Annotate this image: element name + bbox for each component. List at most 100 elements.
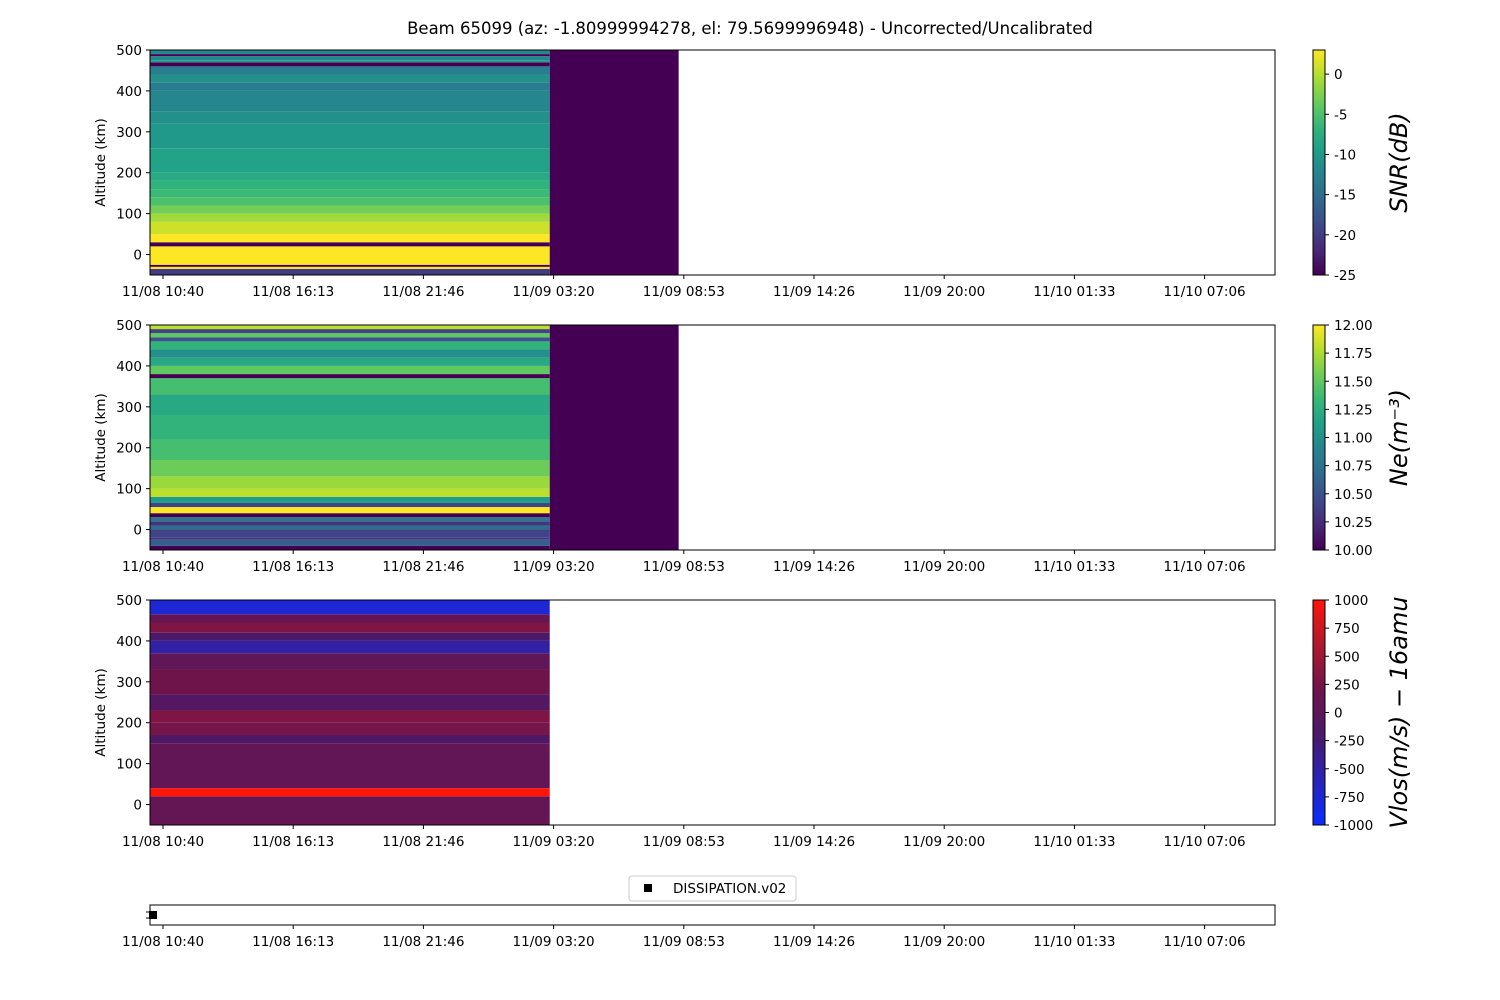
x-tick-label: 11/09 14:26 [773, 934, 855, 950]
x-tick-label: 11/08 16:13 [252, 934, 334, 950]
colorbar-tick-label: -10 [1334, 147, 1356, 163]
ne-band [150, 329, 550, 334]
dissipation-axes-frame [149, 904, 1276, 926]
snr-band [150, 82, 550, 91]
colorbar-tick-label: 11.50 [1334, 374, 1373, 390]
snr-band [150, 180, 550, 190]
vlos-colorbar [1312, 599, 1326, 826]
snr-band [150, 74, 550, 83]
x-tick-label: 11/08 10:40 [122, 559, 204, 575]
y-tick-label: 0 [133, 798, 142, 814]
y-axis-label: Altitude (km) [93, 668, 109, 757]
x-tick-label: 11/10 07:06 [1164, 834, 1246, 850]
x-tick-label: 11/10 01:33 [1033, 559, 1115, 575]
ne-band [150, 365, 550, 375]
vlos-band [150, 653, 550, 670]
legend-box [628, 875, 797, 902]
snr-band [150, 111, 550, 124]
panel-vlos: 0 100 200 300 400 500 11/08 10:40 11/08 16:13 11… [93, 593, 1413, 850]
y-tick-label: 500 [116, 318, 142, 334]
ne-band [150, 460, 550, 477]
x-tick-label: 11/09 03:20 [513, 284, 595, 300]
ne-band [150, 525, 550, 530]
x-tick-label: 11/09 20:00 [903, 559, 985, 575]
y-tick-label: 500 [116, 593, 142, 609]
colorbar-tick-label: -500 [1334, 762, 1365, 778]
snr-band [150, 148, 550, 173]
ne-band [150, 537, 550, 540]
x-tick-label: 11/09 20:00 [903, 284, 985, 300]
colorbar-tick-label: 250 [1334, 677, 1360, 693]
x-tick-label: 11/10 07:06 [1164, 934, 1246, 950]
y-tick-label: 0 [133, 523, 142, 539]
colorbar-tick-label: 11.75 [1334, 346, 1373, 362]
ne-band [150, 529, 550, 538]
snr-band [150, 54, 550, 57]
x-tick-label: 11/08 10:40 [122, 284, 204, 300]
panel-dissipation: 11/08 10:40 11/08 16:13 11/08 21:46 11/09 0… [122, 875, 1276, 950]
snr-band [150, 266, 550, 269]
x-tick-label: 11/09 03:20 [513, 834, 595, 850]
ne-band [150, 488, 550, 497]
snr-band [150, 234, 550, 243]
ne-band [150, 337, 550, 342]
y-tick-label: 400 [116, 634, 142, 650]
colorbar-label: Ne(m⁻³) [1385, 389, 1413, 486]
legend-marker [644, 884, 652, 892]
ne-band [150, 521, 550, 526]
x-tick-label: 11/09 20:00 [903, 834, 985, 850]
snr-band [150, 264, 550, 267]
y-tick-label: 200 [116, 441, 142, 457]
ne-band [150, 415, 550, 440]
x-tick-label: 11/10 07:06 [1164, 559, 1246, 575]
y-tick-label: 400 [116, 84, 142, 100]
x-tick-label: 11/08 21:46 [382, 284, 464, 300]
snr-band [150, 189, 550, 198]
ne-colorbar [1312, 324, 1326, 551]
x-tick-label: 11/08 10:40 [122, 834, 204, 850]
x-tick-label: 11/09 08:53 [643, 284, 725, 300]
colorbar-tick-label: 0 [1334, 67, 1343, 83]
y-tick-label: 100 [116, 482, 142, 498]
ne-band [150, 394, 550, 415]
x-tick-label: 11/08 16:13 [252, 284, 334, 300]
dissipation-point [149, 911, 157, 919]
vlos-band [150, 600, 550, 615]
ne-band [150, 439, 550, 460]
ne-band [150, 325, 550, 330]
ne-block [549, 325, 679, 550]
panel-ne: 0 100 200 300 400 500 11/08 10:40 11/08 16:13 11… [93, 318, 1413, 575]
ne-band [150, 341, 550, 350]
snr-band [150, 62, 550, 67]
colorbar-tick-label: 10.75 [1334, 459, 1373, 475]
snr-band [150, 172, 550, 181]
snr-band [150, 268, 550, 275]
y-tick-label: 400 [116, 359, 142, 375]
ne-band [150, 378, 550, 395]
x-tick-label: 11/08 16:13 [252, 559, 334, 575]
x-tick-label: 11/08 16:13 [252, 834, 334, 850]
colorbar-tick-label: 0 [1334, 706, 1343, 722]
vlos-band [150, 622, 550, 633]
colorbar-label: SNR(dB) [1385, 112, 1413, 212]
x-tick-label: 11/10 01:33 [1033, 834, 1115, 850]
ne-band [150, 496, 550, 503]
ne-band [150, 507, 550, 514]
colorbar-tick-label: 1000 [1334, 593, 1368, 609]
ne-band [150, 513, 550, 518]
colorbar-tick-label: -20 [1334, 228, 1356, 244]
snr-band [150, 66, 550, 75]
ne-band [150, 502, 550, 508]
snr-band [150, 205, 550, 214]
y-tick-label: 300 [116, 675, 142, 691]
x-tick-label: 11/10 07:06 [1164, 284, 1246, 300]
x-tick-label: 11/09 20:00 [903, 934, 985, 950]
snr-band [150, 221, 550, 235]
x-tick-label: 11/08 21:46 [382, 559, 464, 575]
y-axis-label: Altitude (km) [93, 118, 109, 207]
ne-band [150, 517, 550, 522]
panel-snr: 0 100 200 300 400 500 11/08 10:40 11/08 16:13 11… [93, 43, 1413, 300]
snr-axes-frame [149, 49, 1276, 276]
vlos-band [150, 735, 550, 744]
